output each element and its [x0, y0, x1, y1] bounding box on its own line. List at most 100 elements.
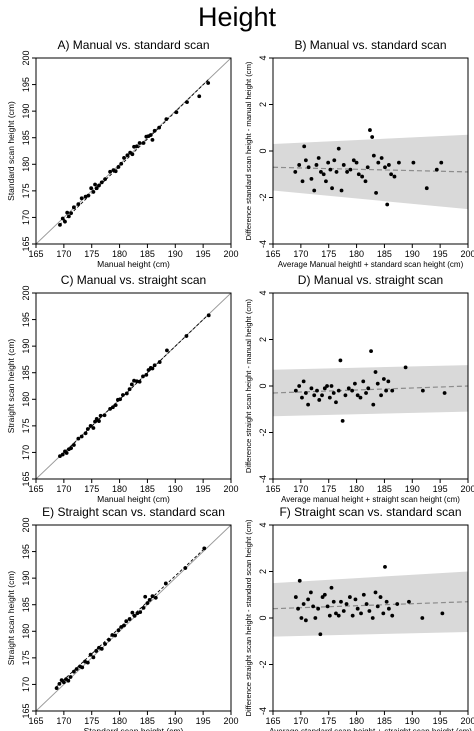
data-point — [355, 606, 360, 611]
data-point — [344, 602, 349, 606]
data-point — [383, 564, 387, 569]
data-point — [322, 592, 327, 597]
y-tick-label: 0 — [258, 383, 268, 388]
data-point — [152, 363, 157, 368]
data-point — [83, 431, 88, 436]
panel-f-straight-vs-standard-bland-altman: F) Straight scan vs. standard scan 165 170… — [244, 505, 474, 731]
data-point — [329, 384, 334, 388]
y-tick-label: 4 — [258, 290, 268, 295]
data-point — [338, 358, 343, 363]
data-point — [64, 451, 69, 455]
x-tick-label: 180 — [349, 716, 364, 726]
data-point — [375, 604, 380, 609]
y-tick-label: 0 — [258, 148, 268, 153]
regression-line — [59, 313, 210, 458]
y-tick-label: 185 — [21, 597, 31, 612]
data-point — [375, 381, 380, 386]
data-point — [143, 594, 148, 599]
y-tick-label: 2 — [258, 569, 268, 574]
x-tick-label: 175 — [321, 249, 336, 259]
y-tick-label: 200 — [21, 285, 31, 300]
data-point — [385, 202, 390, 207]
data-point — [86, 193, 91, 198]
x-axis-label: Manual height (cm) — [97, 494, 170, 504]
x-tick-label: 180 — [349, 249, 364, 259]
panel-b-manual-vs-standard-bland-altman: B) Manual vs. standard scan 165 170 175 180 1… — [244, 38, 474, 269]
data-point — [91, 655, 96, 660]
data-point — [102, 413, 107, 418]
x-tick-label: 200 — [460, 249, 474, 259]
x-tick-label: 165 — [28, 484, 43, 494]
data-point — [299, 616, 304, 620]
y-tick-label: 0 — [258, 615, 268, 620]
data-point — [328, 167, 333, 172]
data-point — [361, 592, 366, 597]
y-tick-label: 165 — [21, 703, 31, 718]
data-point — [313, 616, 318, 620]
data-point — [303, 391, 308, 395]
plot-frame — [35, 292, 232, 480]
data-point — [318, 632, 323, 637]
y-tick-label: 170 — [21, 210, 31, 225]
data-point — [389, 172, 394, 177]
x-axis-label: Average manual height + straight scan he… — [281, 495, 460, 504]
data-point — [152, 128, 157, 133]
panel-title: A) Manual vs. standard scan — [57, 38, 209, 52]
x-axis-label: Average Manual heightl + standard scan h… — [278, 260, 464, 269]
y-tick-label: 4 — [258, 55, 268, 60]
x-tick-label: 200 — [223, 716, 238, 726]
data-point — [325, 604, 330, 609]
data-point — [363, 179, 368, 184]
data-point — [434, 167, 439, 172]
data-point — [71, 205, 76, 210]
data-point — [364, 391, 368, 395]
x-tick-label: 170 — [56, 484, 71, 494]
data-point — [331, 391, 336, 395]
data-point — [327, 395, 332, 400]
data-point — [303, 158, 308, 163]
y-tick-label: -2 — [258, 193, 268, 201]
panel-title: D) Manual vs. straight scan — [298, 273, 443, 287]
data-point — [395, 602, 400, 606]
data-point — [386, 606, 391, 611]
data-point — [79, 196, 84, 201]
x-tick-label: 170 — [293, 716, 308, 726]
data-point — [378, 595, 383, 599]
mean-difference-line — [272, 601, 469, 610]
x-tick-label: 200 — [223, 249, 238, 259]
data-point — [85, 660, 90, 665]
x-tick-label: 185 — [377, 249, 392, 259]
data-point — [364, 602, 369, 606]
x-tick-label: 180 — [349, 484, 364, 494]
x-tick-label: 190 — [405, 249, 420, 259]
data-point — [336, 146, 341, 151]
x-tick-label: 200 — [460, 716, 474, 726]
x-tick-label: 195 — [196, 484, 211, 494]
data-point — [346, 386, 351, 391]
y-tick-label: 165 — [21, 471, 31, 486]
x-tick-label: 190 — [168, 716, 183, 726]
panel-title: F) Straight scan vs. standard scan — [279, 505, 461, 519]
identity-line — [35, 57, 232, 245]
data-point — [129, 382, 134, 387]
data-point — [351, 158, 356, 163]
data-point — [93, 182, 97, 187]
data-point — [314, 163, 319, 167]
data-point — [91, 426, 96, 430]
data-point — [367, 609, 372, 613]
x-tick-label: 165 — [265, 249, 280, 259]
panel-a-manual-vs-standard-scatter: A) Manual vs. standard scan 165 170 175 180 1… — [6, 38, 239, 269]
data-point — [345, 170, 349, 174]
data-point — [371, 153, 376, 158]
x-tick-label: 190 — [405, 484, 420, 494]
data-point — [331, 599, 336, 604]
x-axis-label: Manual height (cm) — [97, 259, 170, 269]
data-point — [347, 595, 352, 599]
data-point — [354, 160, 359, 165]
x-tick-label: 190 — [168, 484, 183, 494]
data-point — [308, 590, 313, 595]
data-point — [306, 165, 311, 170]
panel-title: B) Manual vs. standard scan — [294, 38, 446, 52]
x-tick-label: 185 — [140, 249, 155, 259]
data-point — [368, 128, 372, 132]
